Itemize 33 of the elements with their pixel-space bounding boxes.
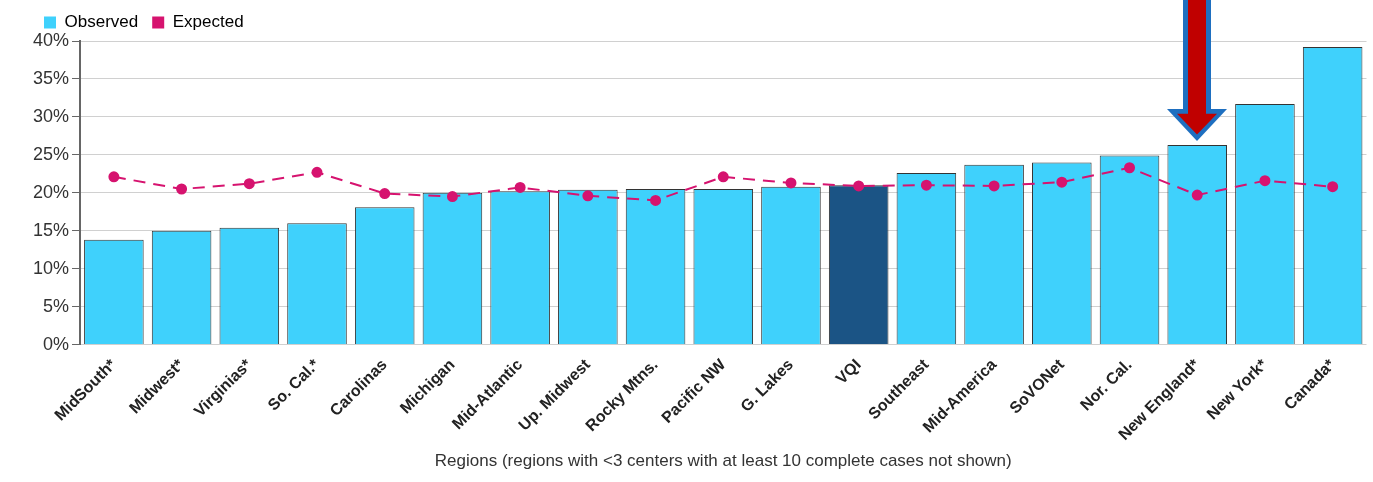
y-tick-label: 0% <box>43 333 70 354</box>
y-tick-label: 15% <box>33 219 70 240</box>
point <box>311 166 323 178</box>
y-tick-label: 10% <box>33 257 70 278</box>
point <box>1327 181 1339 193</box>
point <box>1056 176 1068 188</box>
point <box>379 188 391 200</box>
point <box>446 191 458 203</box>
point <box>988 180 1000 192</box>
legend-label: Observed <box>64 12 139 32</box>
y-tick-label: 35% <box>33 67 70 88</box>
point <box>853 180 865 192</box>
y-tick-label: 5% <box>43 295 70 316</box>
point <box>514 181 526 193</box>
point <box>650 194 662 206</box>
legend-label: Expected <box>172 12 244 32</box>
point <box>1259 175 1271 187</box>
point <box>920 179 932 191</box>
point <box>582 190 594 202</box>
point <box>176 183 188 195</box>
y-tick-label: 20% <box>33 181 70 202</box>
y-tick-label: 25% <box>33 143 70 164</box>
point <box>108 171 120 183</box>
point <box>1191 189 1203 201</box>
y-tick-label: 30% <box>33 105 70 126</box>
x-axis-title: Regions (regions with <3 centers with at least 10 complete cases not shown) <box>434 451 1012 471</box>
point <box>717 171 729 183</box>
x-tick-label: VQI <box>832 355 864 388</box>
point <box>785 177 797 189</box>
x-tick-label: Nor. Cal. <box>1076 355 1135 414</box>
y-tick-label: 40% <box>33 29 70 50</box>
point <box>243 178 255 190</box>
point <box>1124 162 1136 174</box>
